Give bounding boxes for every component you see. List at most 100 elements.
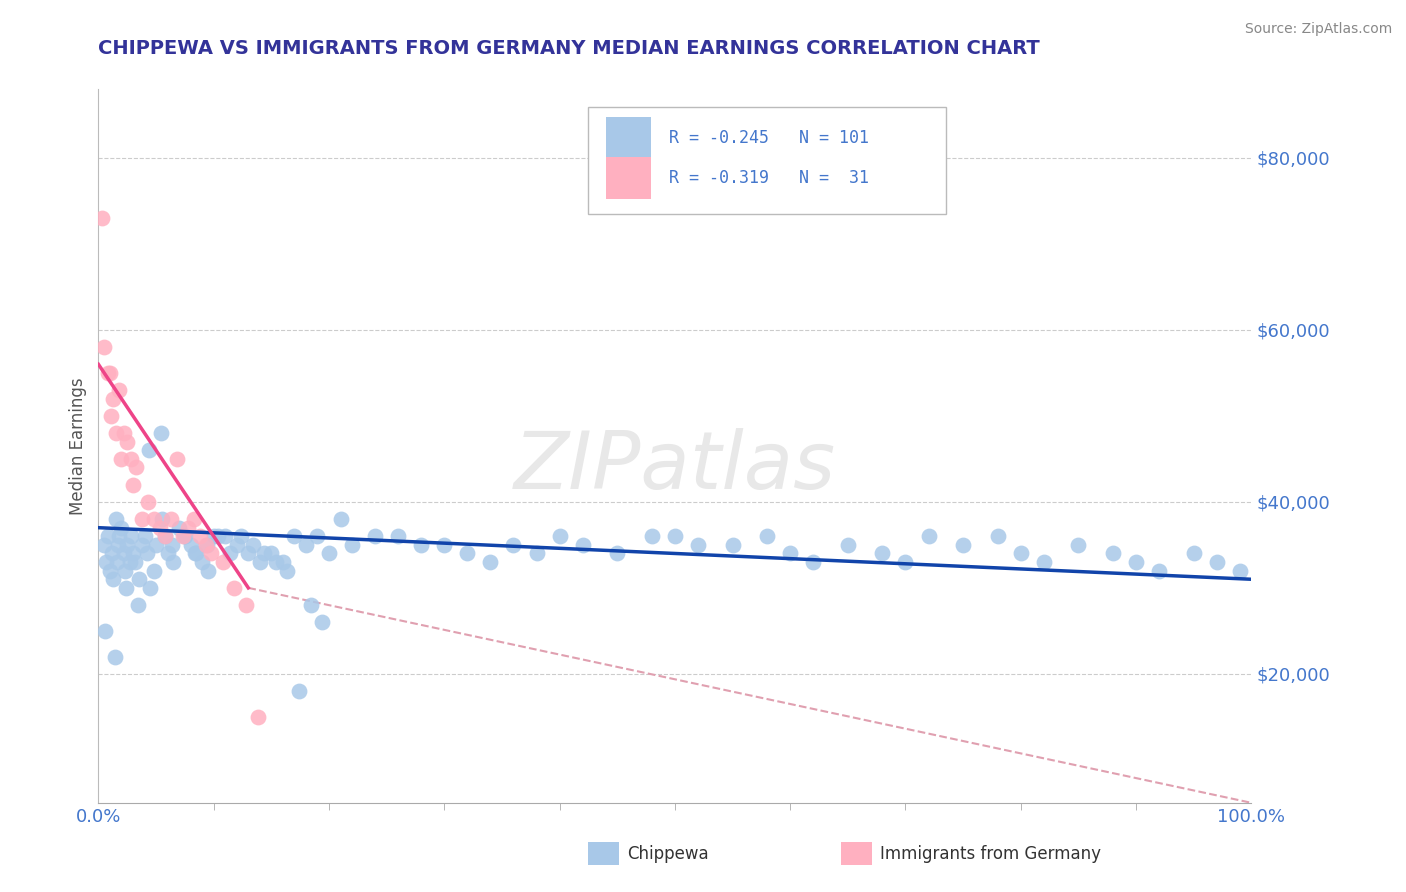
Point: [952, 538, 974, 552]
Text: Source: ZipAtlas.com: Source: ZipAtlas.com: [1244, 22, 1392, 37]
Point: [103, 572, 125, 586]
Point: [150, 512, 173, 526]
Point: [307, 529, 329, 543]
Point: [235, 598, 257, 612]
Point: [120, 529, 142, 543]
Point: [721, 538, 744, 552]
Point: [318, 546, 340, 560]
Point: [571, 538, 593, 552]
Point: [340, 538, 363, 552]
Point: [188, 529, 211, 543]
Point: [231, 529, 253, 543]
Point: [837, 538, 859, 552]
FancyBboxPatch shape: [588, 107, 946, 214]
Point: [100, 409, 122, 423]
Point: [107, 538, 129, 552]
Point: [98, 366, 121, 380]
Point: [127, 598, 149, 612]
Point: [160, 538, 183, 552]
Point: [202, 529, 225, 543]
Point: [1229, 564, 1251, 578]
Point: [136, 495, 159, 509]
Point: [1205, 555, 1227, 569]
Point: [155, 529, 177, 543]
Point: [433, 538, 456, 552]
Point: [120, 451, 142, 466]
Point: [295, 538, 318, 552]
Point: [756, 529, 779, 543]
Point: [212, 555, 235, 569]
Point: [329, 512, 352, 526]
Text: Immigrants from Germany: Immigrants from Germany: [880, 845, 1101, 863]
Y-axis label: Median Earnings: Median Earnings: [69, 377, 87, 515]
Point: [606, 546, 628, 560]
Point: [97, 529, 120, 543]
Point: [311, 615, 333, 630]
Point: [1010, 546, 1032, 560]
Point: [125, 460, 148, 475]
Point: [148, 521, 170, 535]
Point: [122, 477, 145, 491]
Point: [162, 555, 184, 569]
Point: [96, 555, 118, 569]
Point: [502, 538, 524, 552]
Point: [214, 529, 236, 543]
Point: [114, 564, 136, 578]
Point: [108, 529, 131, 543]
Point: [93, 340, 115, 354]
Point: [183, 512, 205, 526]
Point: [987, 529, 1010, 543]
Point: [128, 572, 150, 586]
Point: [526, 546, 548, 560]
Point: [200, 546, 222, 560]
Point: [160, 512, 183, 526]
Point: [103, 649, 125, 664]
Point: [197, 564, 219, 578]
Text: CHIPPEWA VS IMMIGRANTS FROM GERMANY MEDIAN EARNINGS CORRELATION CHART: CHIPPEWA VS IMMIGRANTS FROM GERMANY MEDI…: [98, 39, 1040, 58]
Text: R = -0.319   N =  31: R = -0.319 N = 31: [669, 169, 869, 187]
Text: ZIPatlas: ZIPatlas: [513, 428, 837, 507]
Point: [93, 538, 115, 552]
Point: [299, 598, 322, 612]
Point: [173, 529, 195, 543]
Point: [686, 538, 709, 552]
Point: [131, 512, 153, 526]
Point: [456, 546, 478, 560]
Point: [104, 512, 127, 526]
Point: [142, 564, 165, 578]
Point: [271, 555, 294, 569]
Point: [174, 529, 197, 543]
Point: [184, 546, 207, 560]
Point: [142, 512, 165, 526]
Text: R = -0.245   N = 101: R = -0.245 N = 101: [669, 128, 869, 146]
Point: [664, 529, 686, 543]
Point: [779, 546, 801, 560]
Point: [1147, 564, 1170, 578]
Point: [191, 555, 214, 569]
Point: [167, 521, 190, 535]
Point: [194, 538, 217, 552]
Point: [238, 546, 260, 560]
Point: [1125, 555, 1147, 569]
Point: [112, 546, 135, 560]
Point: [110, 451, 132, 466]
Point: [177, 521, 200, 535]
Point: [122, 546, 145, 560]
Point: [98, 564, 121, 578]
Point: [134, 529, 156, 543]
Point: [155, 529, 177, 543]
Point: [364, 529, 387, 543]
Point: [801, 555, 824, 569]
Point: [1067, 538, 1090, 552]
Point: [105, 555, 128, 569]
Point: [387, 529, 409, 543]
Point: [117, 434, 139, 449]
Point: [224, 581, 246, 595]
Point: [186, 546, 208, 560]
Point: [118, 555, 141, 569]
Point: [145, 538, 167, 552]
Point: [548, 529, 571, 543]
Point: [131, 538, 153, 552]
Point: [135, 546, 157, 560]
Point: [139, 581, 162, 595]
